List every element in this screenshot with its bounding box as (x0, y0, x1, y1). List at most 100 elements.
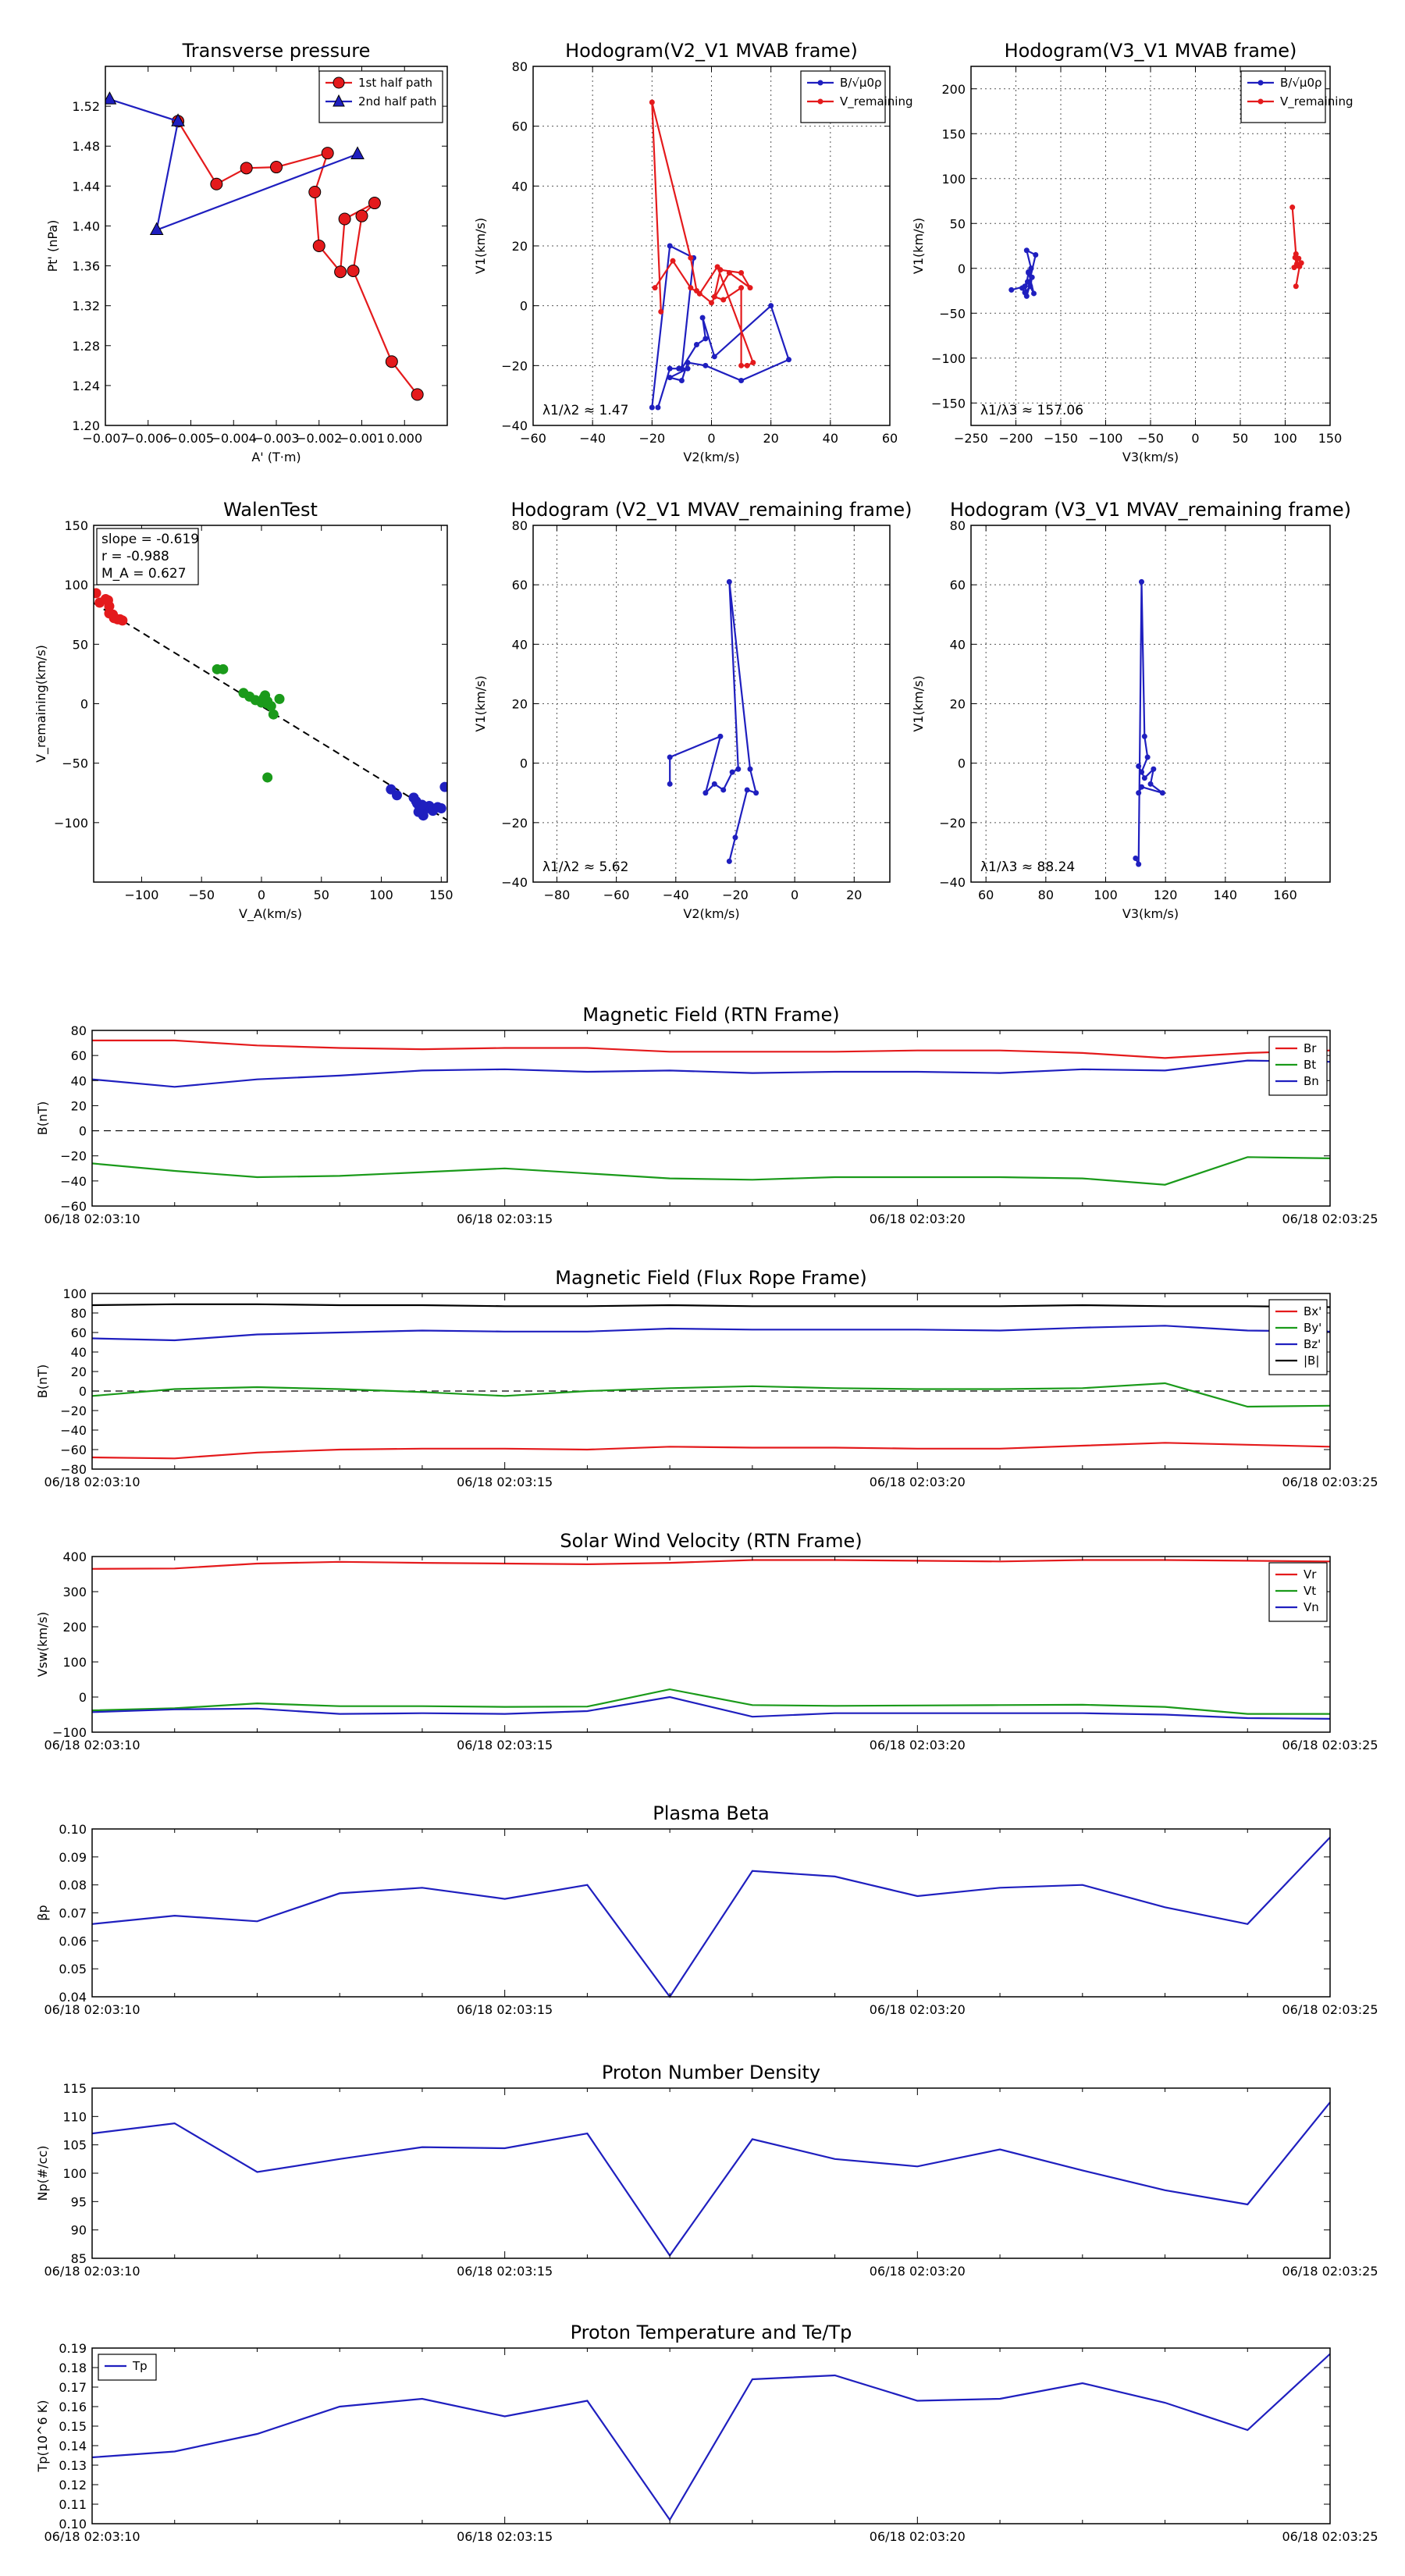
data-point (1144, 754, 1151, 760)
x-tick-label: −0.001 (339, 431, 385, 446)
x-tick-label: 0 (791, 888, 799, 902)
data-point (411, 388, 424, 401)
x-tick-label: 06/18 02:03:10 (44, 1475, 140, 1489)
legend-marker (817, 80, 823, 86)
series-line-Np (91, 2101, 1331, 2258)
y-tick-label: 0.17 (59, 2380, 87, 2395)
y-tick-label: 400 (62, 1550, 87, 1564)
axes-frame (91, 1828, 1331, 1998)
y-tick-label: 0.12 (59, 2478, 87, 2492)
x-tick-label: 06/18 02:03:15 (457, 1475, 553, 1489)
x-tick-label: −0.006 (125, 431, 171, 446)
series-line-1 (651, 101, 755, 367)
x-tick-label: −0.002 (296, 431, 342, 446)
legend-label: Vt (1304, 1584, 1316, 1598)
plasma-beta-chart: 0.04 0.05 0.06 0.07 0.08 0.09 0.10 06/18 02:03:… (35, 1802, 1378, 2017)
data-point (1031, 290, 1037, 297)
data-point (262, 772, 273, 783)
data-point (1139, 769, 1144, 775)
data-point (747, 766, 753, 772)
data-point (312, 240, 325, 252)
x-axis-label: V3(km/s) (1122, 906, 1179, 921)
y-tick-label: 0.07 (59, 1906, 87, 1921)
data-point (1024, 279, 1030, 285)
data-point (702, 336, 709, 342)
y-tick-label: 0.14 (59, 2439, 87, 2453)
data-point (667, 781, 673, 787)
data-point (726, 858, 732, 864)
data-point (667, 754, 673, 760)
data-point (149, 222, 164, 236)
data-point (652, 285, 658, 291)
data-point (268, 709, 279, 720)
data-point (218, 664, 229, 674)
y-tick-label: 0 (958, 262, 966, 276)
y-tick-label: 80 (71, 1306, 87, 1321)
y-tick-label: 100 (64, 578, 88, 592)
data-point (1289, 205, 1296, 211)
series-line-Br (92, 1039, 1331, 1059)
y-tick-label: 1.48 (72, 139, 100, 154)
y-tick-label: 100 (941, 172, 966, 187)
plot-area (1133, 578, 1165, 867)
data-point (688, 285, 694, 291)
data-point (1026, 269, 1032, 275)
data-point (720, 297, 727, 303)
y-tick-label: 0.06 (59, 1934, 87, 1948)
proton-temperature-chart: 0.10 0.11 0.12 0.13 0.14 0.15 0.16 0.17 0.18 0.19… (35, 2322, 1378, 2544)
series-line-By' (91, 1382, 1331, 1408)
y-tick-label: 50 (950, 216, 966, 231)
eigenvalue-ratio-label: λ1/λ2 ≈ 5.62 (542, 859, 628, 875)
x-tick-label: 06/18 02:03:15 (457, 2529, 553, 2544)
data-point (696, 290, 702, 297)
data-point (688, 254, 694, 261)
legend-label: V_remaining (1280, 94, 1353, 109)
data-point (685, 360, 691, 365)
y-tick-label: 100 (62, 1655, 87, 1670)
data-point (240, 162, 253, 175)
series-line-0 (669, 582, 758, 862)
y-tick-label: 60 (71, 1325, 87, 1340)
y-axis-label: Np(#/cc) (35, 2146, 50, 2201)
x-tick-label: 100 (369, 888, 393, 902)
data-point (338, 212, 351, 226)
y-axis-label: V_remaining(km/s) (34, 645, 49, 763)
x-tick-label: −60 (603, 888, 630, 902)
chart-title: Transverse pressure (182, 40, 371, 62)
y-tick-label: 0.04 (59, 1990, 87, 2005)
x-tick-label: 120 (1154, 888, 1178, 902)
x-tick-label: 06/18 02:03:20 (870, 1738, 966, 1752)
plot-area (649, 99, 792, 411)
y-tick-label: 200 (62, 1620, 87, 1635)
data-point (1023, 247, 1030, 254)
y-axis-label: B(nT) (35, 1364, 50, 1398)
hodogram-v2-v1-mvab-chart: −60 −40 −20 0 20 40 60−40−20020406080Hodogram(… (473, 40, 913, 464)
x-tick-label: −60 (520, 431, 546, 446)
axes-frame (91, 1030, 1331, 1207)
data-point (210, 177, 223, 190)
y-axis-label: Vsw(km/s) (35, 1612, 50, 1677)
hodogram-v3-v1-mvab-chart: −250 −200 −150 −100 −50 0 50 100 150 −150 −100 −50 0… (911, 40, 1353, 464)
y-axis-label: V1(km/s) (911, 675, 926, 731)
data-point (1008, 286, 1015, 293)
data-point (750, 360, 756, 365)
plot-area (667, 578, 759, 864)
x-tick-label: 06/18 02:03:15 (457, 2264, 553, 2279)
data-point (726, 578, 732, 585)
x-tick-label: −80 (544, 888, 571, 902)
y-tick-label: −40 (939, 875, 966, 890)
y-tick-label: −40 (501, 418, 528, 433)
x-tick-label: 06/18 02:03:20 (870, 1475, 966, 1489)
legend-label: Bt (1304, 1058, 1316, 1072)
data-point (355, 209, 368, 222)
y-tick-label: 40 (950, 637, 966, 652)
y-axis-label: V1(km/s) (911, 218, 926, 274)
data-point (735, 766, 742, 772)
y-tick-label: 1.20 (72, 418, 100, 433)
axes-frame (91, 2347, 1331, 2524)
proton-number-density-chart: 85 90 95 100 105 110 115 06/18 02:03:10 06/18 02… (35, 2062, 1378, 2279)
data-point (270, 161, 283, 174)
legend-marker (1257, 98, 1264, 105)
y-tick-label: 1.52 (72, 99, 100, 114)
